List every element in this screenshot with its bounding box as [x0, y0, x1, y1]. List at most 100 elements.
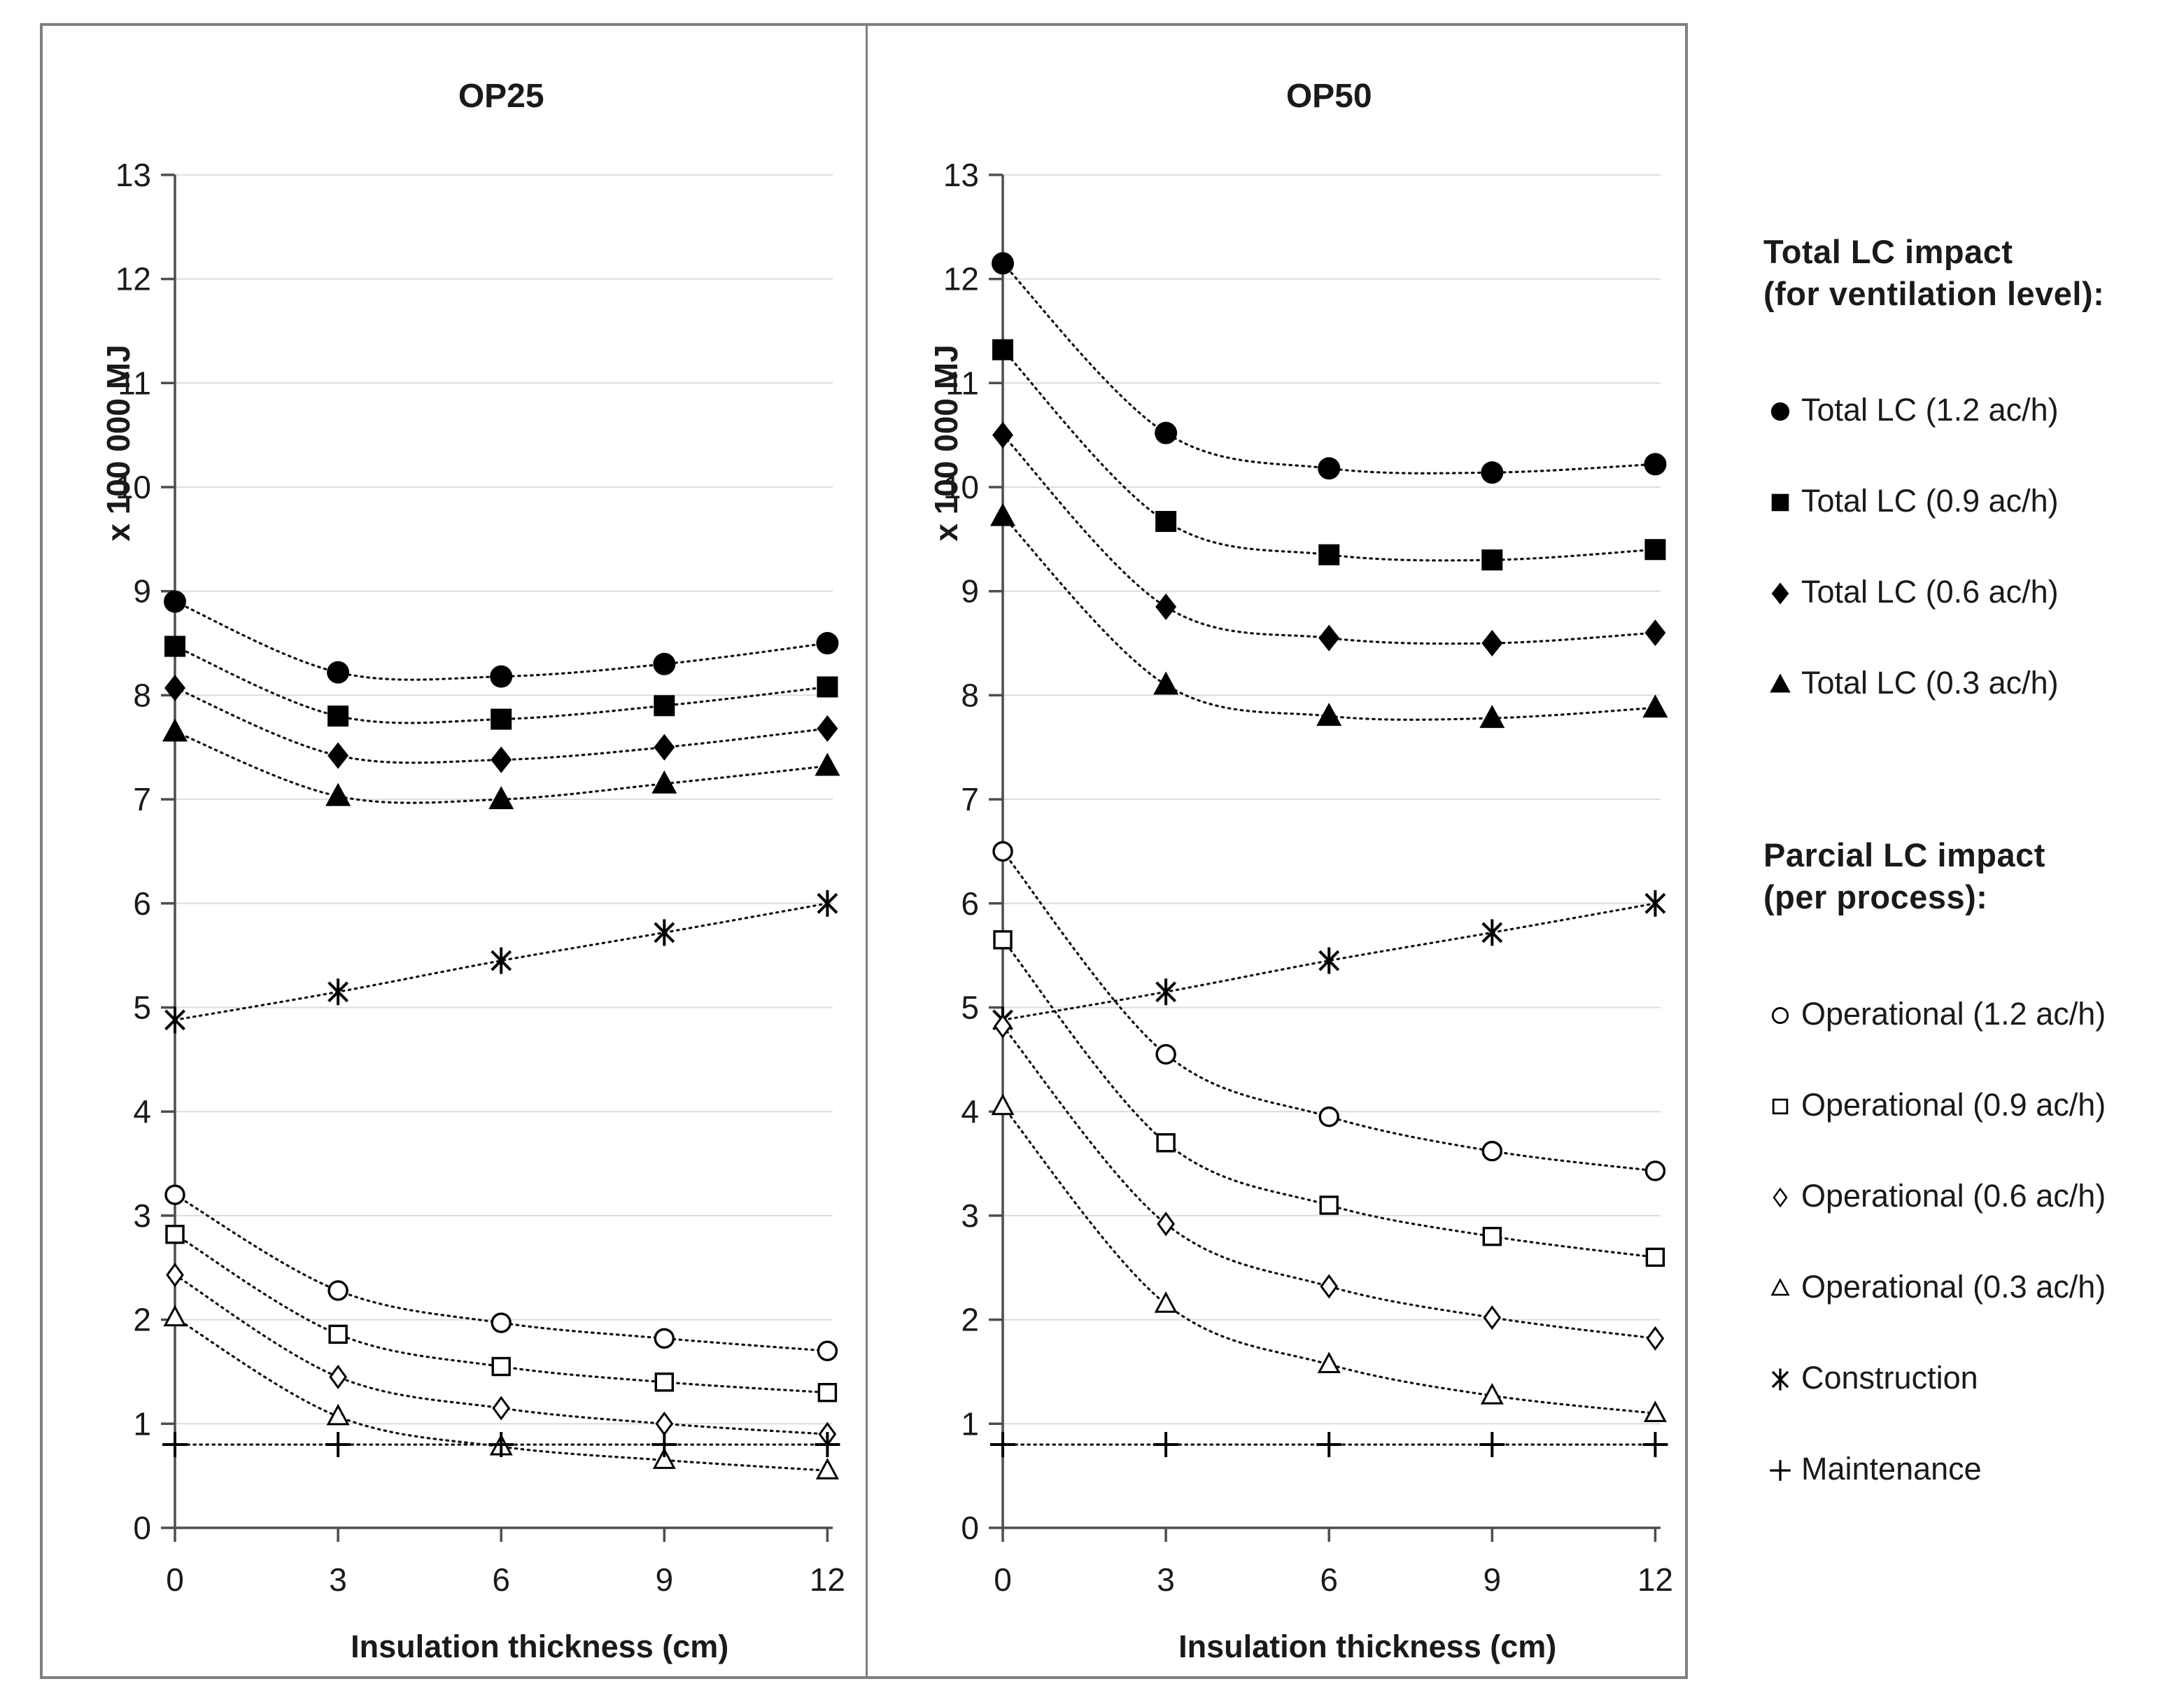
y-tick-label: 10: [943, 469, 979, 505]
series-line: [1001, 939, 1656, 1258]
open-diamond-icon: [1157, 1211, 1175, 1237]
open-triangle-icon: [1317, 1351, 1341, 1374]
open-square-icon: [1772, 1098, 1789, 1114]
open-circle-icon: [327, 1280, 348, 1301]
filled-circle-icon: [1155, 421, 1178, 444]
y-tick-label: 7: [961, 781, 979, 817]
legend-item-label: Operational (1.2 ac/h): [1801, 995, 2106, 1032]
open-square-icon: [491, 1356, 511, 1377]
y-tick-label: 8: [133, 677, 151, 713]
series-line: [174, 1193, 829, 1352]
plus-icon: [162, 1432, 188, 1458]
y-tick-label: 11: [945, 365, 979, 401]
legend-item-label: Total LC (1.2 ac/h): [1801, 392, 2059, 428]
legend-item-label: Operational (0.3 ac/h): [1801, 1268, 2106, 1305]
filled-circle-icon: [327, 661, 350, 684]
series-line: [1001, 850, 1656, 1172]
open-diamond-icon: [1320, 1274, 1339, 1299]
asterisk-icon: [1318, 947, 1340, 974]
filled-square-icon: [1318, 544, 1340, 566]
open-circle-icon: [1155, 1044, 1176, 1065]
open-square-icon: [1772, 1098, 1789, 1114]
asterisk-icon: [1481, 919, 1503, 946]
filled-diamond-icon: [1155, 593, 1177, 621]
filled-circle-icon: [1770, 402, 1790, 421]
y-tick-label: 12: [115, 261, 151, 297]
open-square-icon: [165, 1224, 185, 1244]
open-circle-icon: [992, 841, 1013, 862]
filled-diamond-icon: [1318, 624, 1340, 652]
series-line: [174, 1316, 829, 1472]
legend-item-label: Construction: [1801, 1359, 1978, 1396]
filled-diamond-icon: [1771, 582, 1789, 605]
plus-icon: [651, 1432, 677, 1458]
legend-title-line: (per process):: [1763, 878, 1988, 916]
filled-square-icon: [1771, 494, 1789, 512]
open-triangle-icon: [815, 1458, 839, 1480]
filled-circle-icon: [653, 652, 676, 675]
filled-diamond-icon: [1481, 630, 1503, 657]
open-triangle-icon: [1154, 1291, 1178, 1313]
filled-triangle-icon: [325, 782, 351, 806]
legend-item-label: Maintenance: [1801, 1450, 1982, 1487]
y-tick-label: 6: [133, 885, 151, 922]
asterisk-icon: [327, 978, 349, 1006]
x-tick-label: 0: [994, 1561, 1012, 1598]
y-tick-label: 1: [133, 1405, 151, 1442]
series-line: [1001, 349, 1656, 562]
legend-item-label: Total LC (0.3 ac/h): [1801, 665, 2059, 701]
open-square-icon: [993, 930, 1013, 950]
open-triangle-icon: [1643, 1400, 1667, 1422]
y-axis-title: x 100 000 MJ: [100, 344, 136, 541]
legend-group-0: Total LC impact (for ventilation level): T…: [1763, 231, 2183, 703]
open-circle-icon: [164, 1184, 185, 1205]
legend-title-line: Parcial LC impact: [1763, 836, 2045, 874]
filled-circle-icon: [1770, 402, 1790, 421]
open-square-icon: [1319, 1195, 1339, 1215]
filled-square-icon: [817, 676, 838, 698]
y-tick-label: 12: [943, 261, 979, 297]
open-triangle-icon: [163, 1305, 187, 1327]
filled-square-icon: [1771, 494, 1789, 512]
series-line: [1001, 262, 1656, 475]
series-line: [174, 902, 829, 1021]
asterisk-icon: [1771, 1368, 1789, 1391]
legend-item-label: Total LC (0.9 ac/h): [1801, 483, 2059, 519]
plus-icon: [1770, 1459, 1791, 1481]
filled-triangle-icon: [1770, 673, 1791, 693]
filled-diamond-icon: [327, 742, 349, 769]
series-line: [1001, 902, 1656, 1021]
legend-item: Total LC (0.3 ac/h): [1763, 663, 2183, 703]
open-diamond-icon: [166, 1263, 184, 1288]
legend: Total LC impact (for ventilation level): T…: [1763, 231, 2183, 1540]
open-diamond-icon: [1646, 1326, 1665, 1351]
open-diamond-icon: [329, 1364, 347, 1389]
x-tick-label: 9: [656, 1561, 674, 1598]
legend-title-line: (for ventilation level):: [1763, 275, 2105, 313]
filled-triangle-icon: [1316, 703, 1342, 726]
plus-icon: [1153, 1432, 1179, 1458]
filled-triangle-icon: [651, 770, 677, 794]
filled-triangle-icon: [1479, 705, 1505, 729]
filled-triangle-icon: [488, 786, 514, 810]
filled-circle-icon: [490, 665, 513, 688]
open-triangle-icon: [991, 1093, 1015, 1116]
filled-circle-icon: [1644, 453, 1667, 476]
plus-icon: [1479, 1432, 1505, 1458]
x-tick-label: 12: [1637, 1561, 1673, 1598]
plus-icon: [815, 1432, 840, 1458]
y-tick-label: 5: [961, 990, 979, 1026]
filled-triangle-icon: [1642, 694, 1668, 718]
filled-diamond-icon: [164, 674, 185, 701]
asterisk-icon: [1771, 1368, 1789, 1391]
open-circle-icon: [1481, 1141, 1502, 1162]
open-square-icon: [1156, 1133, 1176, 1153]
filled-diamond-icon: [817, 715, 838, 742]
legend-group-title: Parcial LC impact (per process):: [1763, 834, 2183, 918]
asterisk-icon: [164, 1006, 185, 1034]
filled-diamond-icon: [491, 746, 512, 773]
y-tick-label: 11: [118, 365, 151, 401]
filled-square-icon: [992, 339, 1013, 360]
filled-circle-icon: [816, 632, 839, 655]
